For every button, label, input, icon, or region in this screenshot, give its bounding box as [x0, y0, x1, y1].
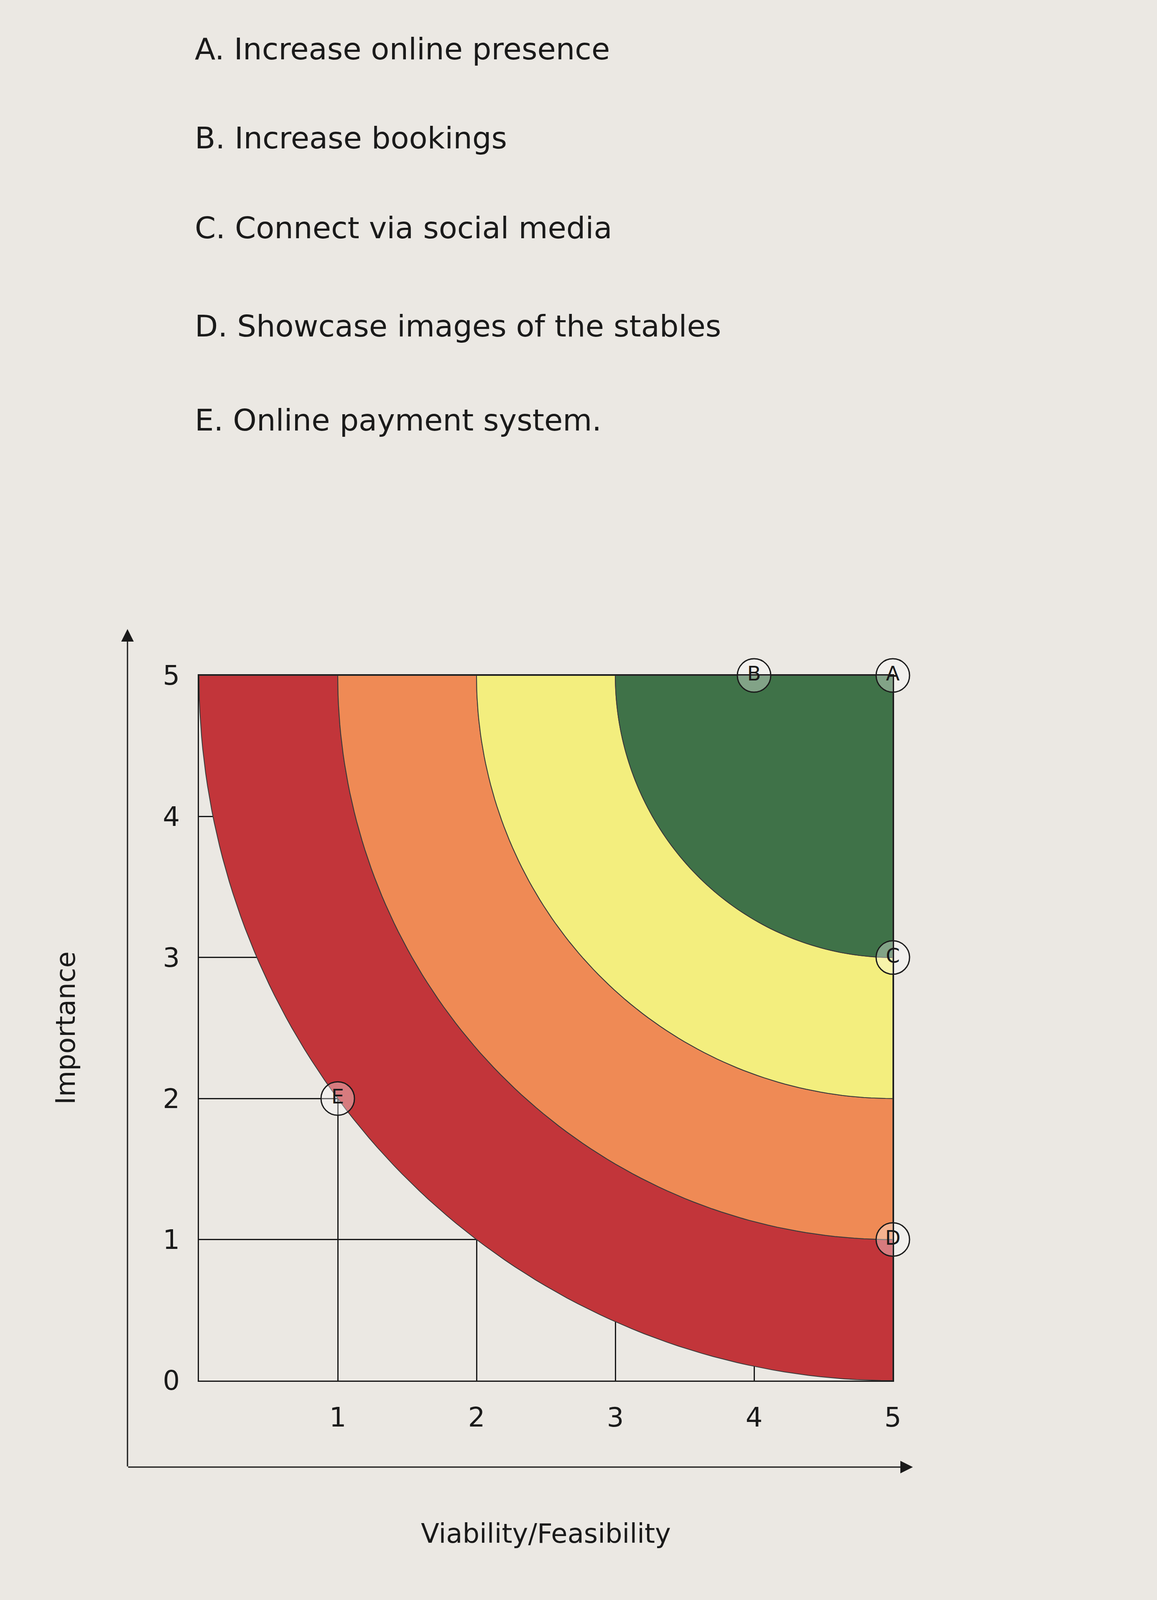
- svg-text:E. Online payment system.: E. Online payment system.: [194, 402, 602, 438]
- svg-text:2: 2: [162, 1083, 180, 1115]
- svg-text:Viability/Feasibility: Viability/Feasibility: [420, 1518, 671, 1550]
- svg-text:5: 5: [162, 660, 180, 691]
- svg-text:3: 3: [606, 1401, 625, 1433]
- svg-text:4: 4: [745, 1401, 763, 1433]
- svg-text:4: 4: [162, 801, 180, 833]
- svg-text:2: 2: [468, 1401, 486, 1433]
- svg-text:D: D: [885, 1225, 901, 1250]
- svg-text:Importance: Importance: [50, 951, 82, 1105]
- svg-text:B: B: [747, 661, 762, 686]
- svg-text:A. Increase online presence: A. Increase online presence: [194, 31, 610, 67]
- svg-text:C. Connect via social media: C. Connect via social media: [194, 210, 613, 246]
- svg-text:D. Showcase images of the stab: D. Showcase images of the stables: [194, 308, 722, 344]
- svg-text:A: A: [886, 661, 900, 686]
- svg-text:3: 3: [162, 942, 180, 974]
- svg-text:C: C: [885, 943, 900, 968]
- svg-text:1: 1: [162, 1224, 180, 1256]
- svg-text:B. Increase bookings: B. Increase bookings: [194, 120, 508, 156]
- svg-text:5: 5: [884, 1401, 902, 1433]
- svg-text:0: 0: [162, 1365, 180, 1397]
- svg-text:1: 1: [329, 1401, 347, 1433]
- svg-text:E: E: [331, 1084, 345, 1109]
